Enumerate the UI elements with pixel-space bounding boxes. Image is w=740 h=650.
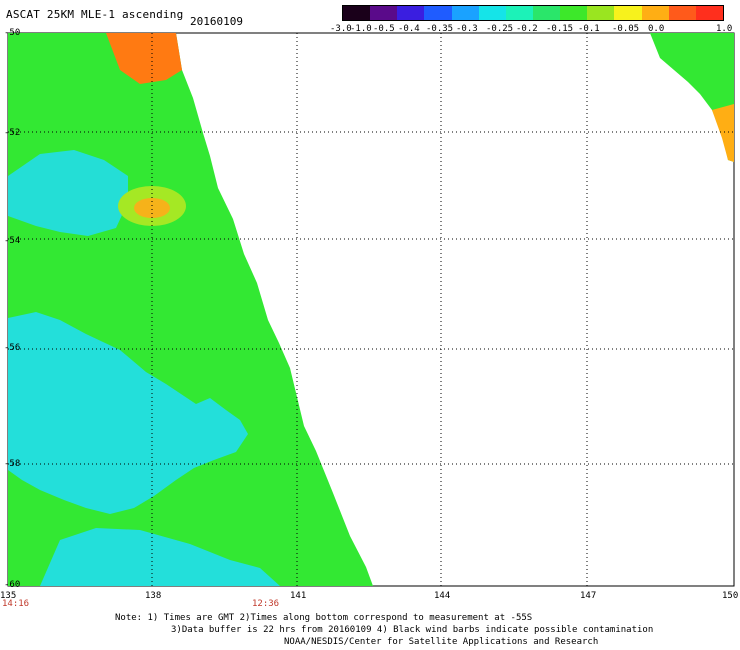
x-tick-147: 147 xyxy=(580,591,597,601)
colorbar-segment xyxy=(641,6,669,20)
colorbar-label: -0.2 xyxy=(516,24,538,34)
y-tick-50: -50 xyxy=(4,28,21,38)
colorbar-segment xyxy=(478,6,506,20)
colorbar-segment xyxy=(614,6,642,20)
note-line-3: NOAA/NESDIS/Center for Satellite Applica… xyxy=(284,637,599,647)
x-tick-135: 135 xyxy=(0,591,17,601)
colorbar-label: -3.0 xyxy=(330,24,352,34)
y-tick-52: -52 xyxy=(4,128,21,138)
header-date: 20160109 xyxy=(190,15,243,28)
colorbar-segment xyxy=(560,6,588,20)
colorbar-segment xyxy=(343,6,371,20)
note-line-1: Note: 1) Times are GMT 2)Times along bot… xyxy=(115,613,533,623)
colorbar-segment xyxy=(532,6,561,20)
colorbar-label: -0.5 xyxy=(373,24,395,34)
x-tick-141: 141 xyxy=(290,591,307,601)
y-tick-54: -54 xyxy=(4,236,21,246)
orange-core xyxy=(134,198,170,218)
colorbar-segment xyxy=(505,6,533,20)
colorbar-label: 1.0 xyxy=(716,24,733,34)
warm-region xyxy=(106,33,182,84)
x-tick-138: 138 xyxy=(145,591,162,601)
note-line-2: 3)Data buffer is 22 hrs from 20160109 4)… xyxy=(171,625,654,635)
colorbar-labels: -3.0 -1.0 -0.5 -0.4 -0.35 -0.3 -0.25 -0.2 -0.15-… xyxy=(330,24,735,36)
x-tick-144: 144 xyxy=(434,591,451,601)
colorbar-label: -0.05 xyxy=(612,24,640,34)
colorbar-label: -0.4 xyxy=(398,24,420,34)
northeast-swath xyxy=(650,33,734,162)
colorbar-label: -0.25 xyxy=(486,24,514,34)
time-left: 14:16 xyxy=(2,599,30,609)
grid-layer xyxy=(8,33,734,586)
x-tick-150: 150 xyxy=(722,591,739,601)
colorbar-label: -0.15 xyxy=(546,24,574,34)
y-tick-56: -56 xyxy=(4,343,21,353)
header-title: ASCAT 25KM MLE-1 ascending xyxy=(6,8,184,21)
northeast-warm xyxy=(712,104,734,162)
cyan-region-upper xyxy=(8,150,128,236)
cyan-region-bottom xyxy=(40,528,280,586)
colorbar-label: -0.3 xyxy=(456,24,478,34)
colorbar-segment xyxy=(424,6,452,20)
colorbar-label: -1.0 xyxy=(350,24,372,34)
colorbar-segment xyxy=(451,6,479,20)
colorbar xyxy=(342,5,724,21)
colorbar-segment xyxy=(668,6,696,20)
y-tick-60: -60 xyxy=(4,580,21,590)
colorbar-segment xyxy=(370,6,398,20)
time-right: 12:36 xyxy=(252,599,280,609)
colorbar-label: 0.0 xyxy=(648,24,665,34)
colorbar-label: -0.35 xyxy=(426,24,454,34)
colorbar-segment xyxy=(397,6,425,20)
colorbar-label: -0.1 xyxy=(578,24,600,34)
colorbar-segment xyxy=(587,6,615,20)
colorbar-segment xyxy=(695,6,723,20)
y-tick-58: -58 xyxy=(4,459,21,469)
